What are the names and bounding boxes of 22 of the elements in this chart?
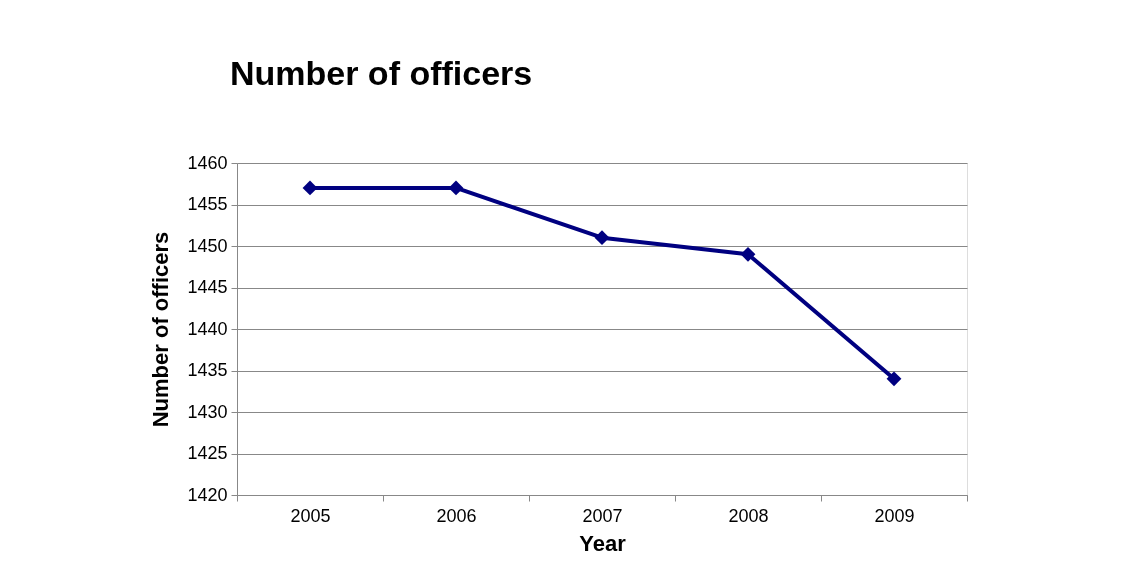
y-axis-title: Number of officers xyxy=(148,231,174,428)
point xyxy=(594,230,610,246)
x-tick-label: 2005 xyxy=(290,505,331,526)
point xyxy=(886,371,902,387)
point xyxy=(740,246,756,262)
y-tick-label: 1445 xyxy=(187,277,228,297)
x-tick-label: 2006 xyxy=(436,505,477,526)
y-tick-label: 1440 xyxy=(187,318,228,339)
x-axis-title: Year xyxy=(579,530,627,556)
y-tick-label: 1450 xyxy=(187,235,228,256)
point xyxy=(448,180,464,196)
x-tick-label: 2008 xyxy=(728,505,769,526)
y-tick-label: 1430 xyxy=(187,401,228,422)
point xyxy=(302,180,318,196)
y-tick-label: 1435 xyxy=(187,360,228,380)
x-tick-label: 2009 xyxy=(874,505,915,526)
x-tick-label: 2007 xyxy=(582,505,623,526)
y-tick-label: 1420 xyxy=(187,484,228,505)
y-tick-label: 1425 xyxy=(187,443,228,463)
y-tick-label: 1455 xyxy=(187,194,228,214)
chart-title: Number of officers xyxy=(229,54,533,92)
y-tick-label: 1460 xyxy=(187,152,228,173)
